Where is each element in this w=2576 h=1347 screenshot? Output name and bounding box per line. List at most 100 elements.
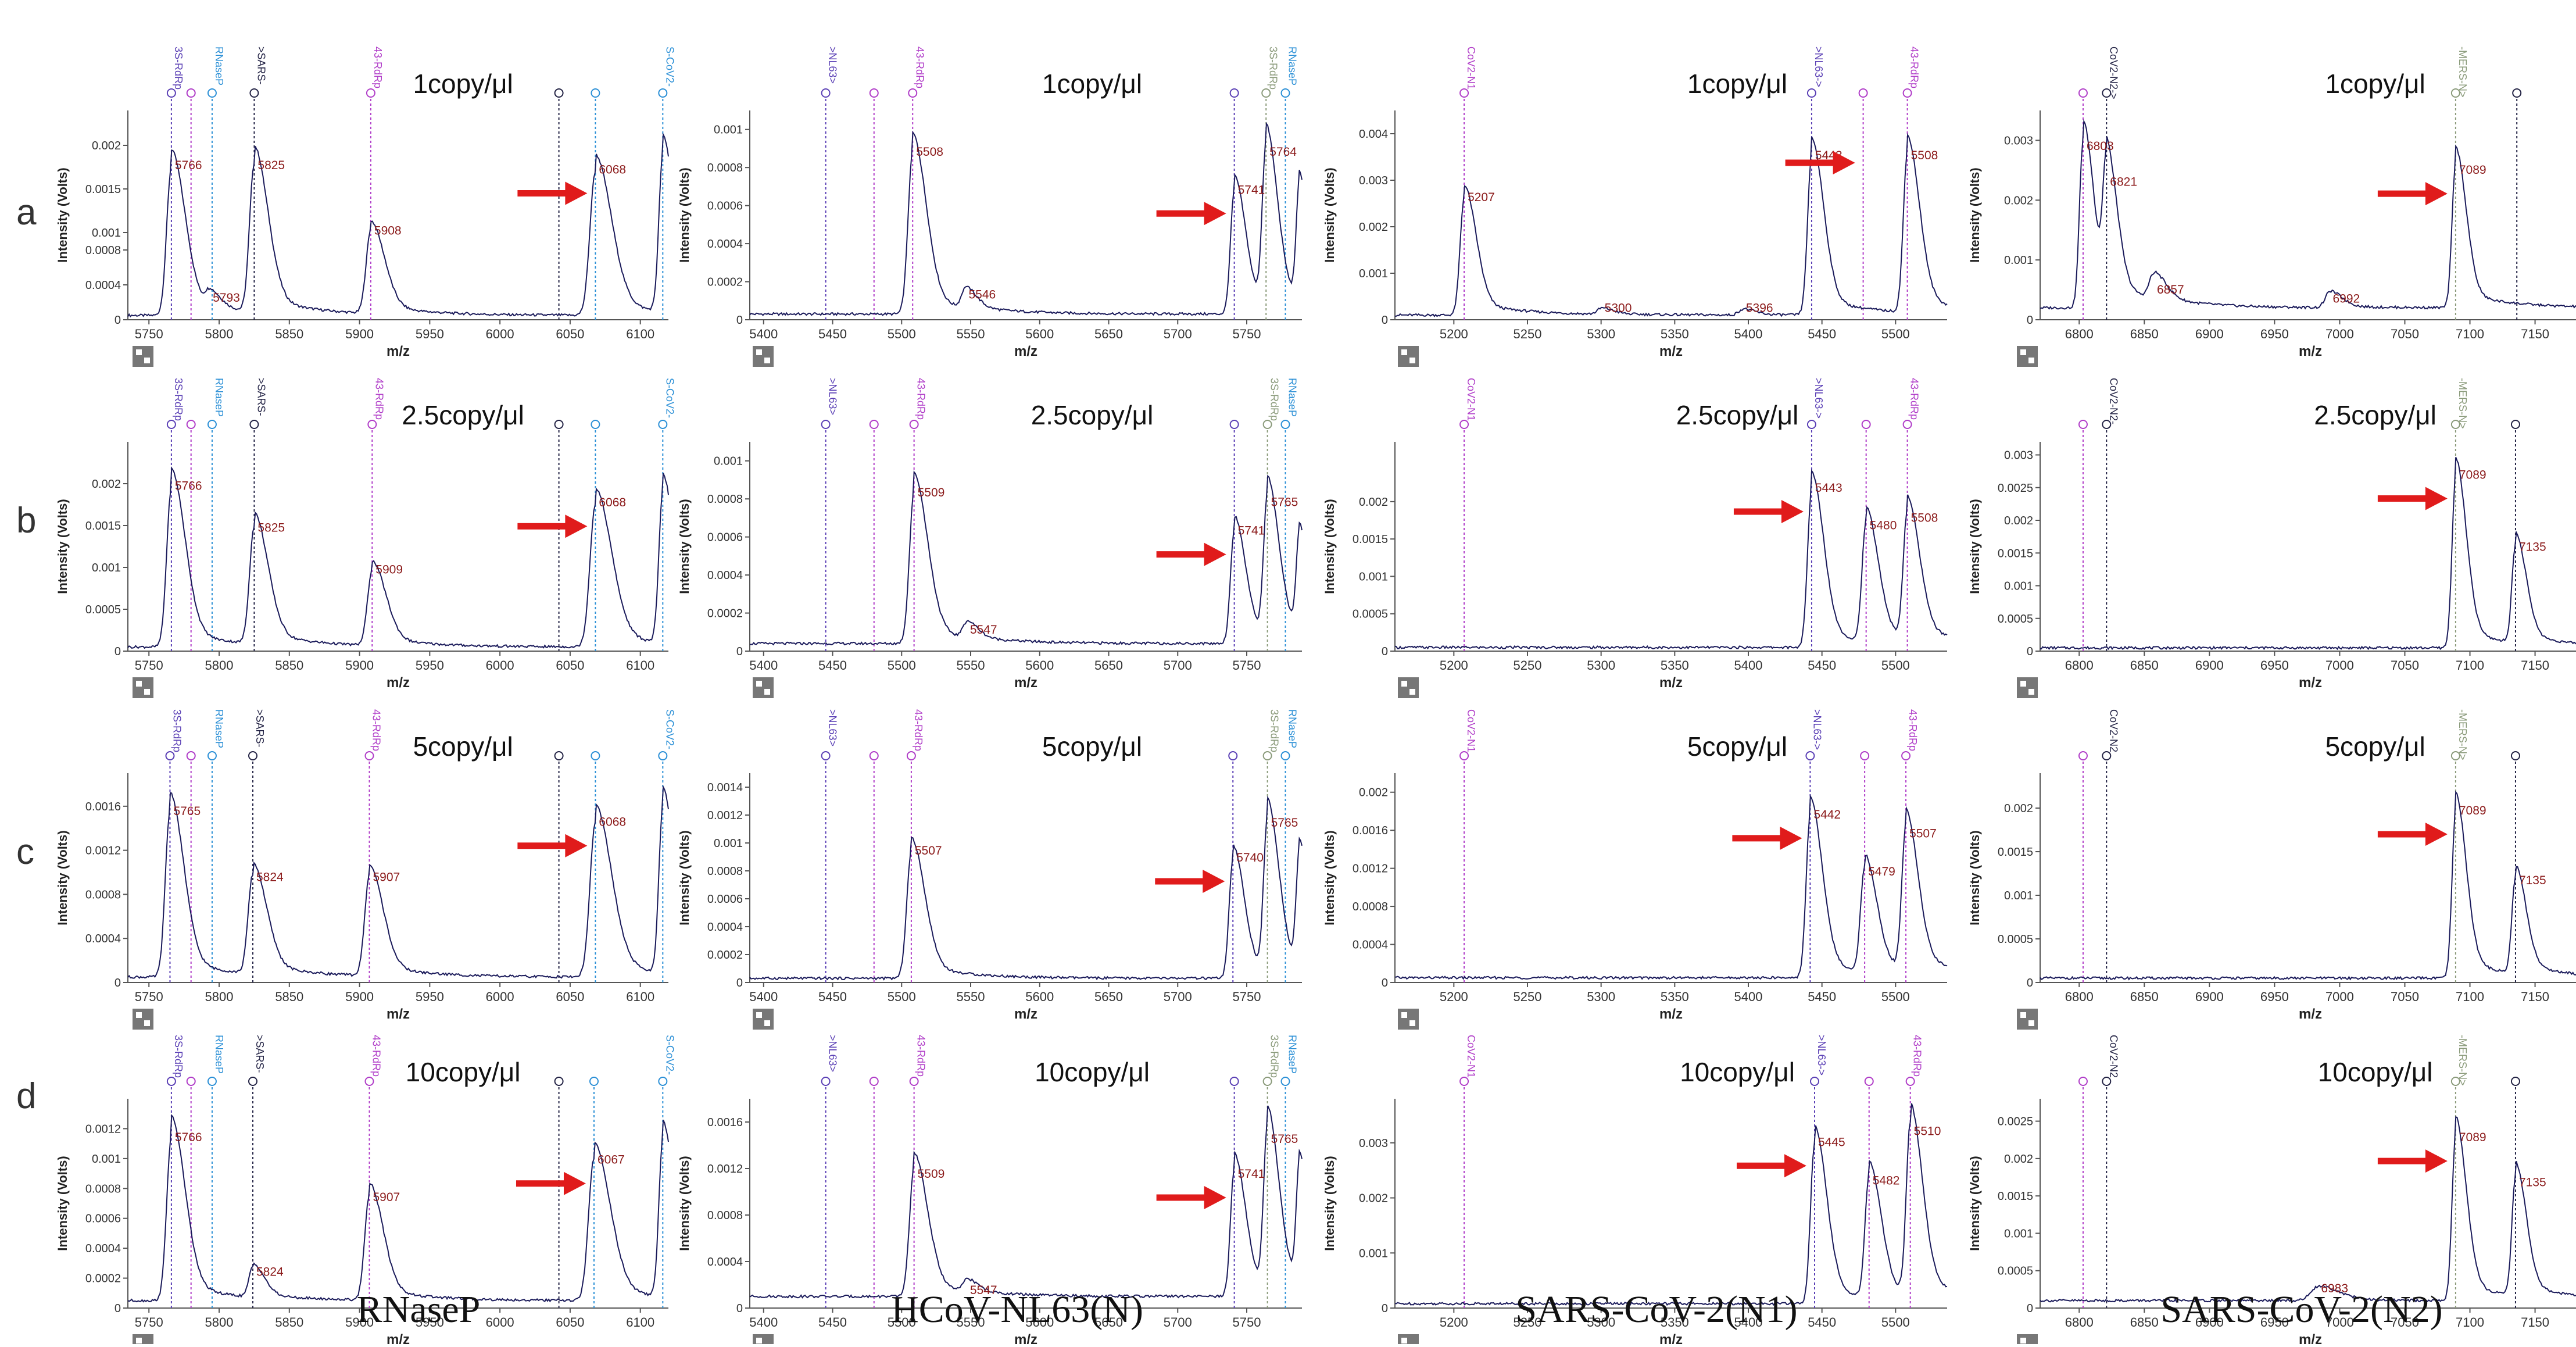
marker-label: >SARS- [255, 47, 267, 85]
qr-code-icon [2020, 681, 2026, 687]
marker-label: S-CoV2- [664, 378, 675, 418]
x-tick-label: 5400 [1734, 989, 1763, 1004]
x-axis-label: m/z [1659, 675, 1683, 691]
marker-glyph [1459, 420, 1469, 429]
peak-label: 6068 [599, 816, 626, 829]
peak-label: 7135 [2519, 874, 2546, 887]
marker-label: CoV2-N2 [2108, 709, 2119, 752]
x-axis-label: m/z [387, 1332, 410, 1344]
marker-label: CoV2-N2-> [2108, 47, 2119, 99]
peak-label: 5824 [256, 1266, 284, 1279]
x-tick-label: 5800 [205, 1315, 234, 1330]
x-tick-label: 5400 [1734, 327, 1763, 341]
peak-label: 6857 [2157, 283, 2184, 296]
marker-glyph [908, 88, 918, 98]
marker-label: -MERS-N> [2457, 1035, 2468, 1086]
x-tick-label: 6900 [2195, 1315, 2224, 1330]
y-tick-label: 0.0006 [85, 1213, 121, 1225]
marker-glyph [186, 1077, 196, 1086]
peak-label: 5479 [1868, 865, 1895, 878]
x-tick-label: 5400 [1734, 658, 1763, 673]
peak-label: 5766 [175, 479, 202, 492]
marker-glyph [166, 88, 176, 98]
x-tick-label: 5400 [1734, 1315, 1763, 1330]
peak-label: 5793 [213, 291, 240, 305]
qr-code-icon [1409, 358, 1415, 363]
x-tick-label: 7150 [2521, 658, 2549, 673]
y-tick-label: 0.002 [1359, 221, 1388, 234]
marker-glyph [1228, 751, 1238, 760]
y-tick-label: 0 [736, 1302, 743, 1315]
y-tick-label: 0.0025 [1998, 482, 2033, 495]
peak-label: 5741 [1238, 1167, 1265, 1181]
peak-label: 5396 [1746, 301, 1773, 315]
x-tick-label: 6100 [626, 327, 654, 341]
peak-label: 5480 [1870, 519, 1897, 532]
x-tick-label: 7100 [2456, 1315, 2484, 1330]
marker-glyph [2450, 88, 2460, 98]
x-tick-label: 5250 [1514, 1315, 1542, 1330]
x-tick-label: 5600 [1025, 658, 1054, 673]
x-tick-label: 5550 [957, 658, 985, 673]
marker-glyph [1861, 420, 1871, 429]
x-tick-label: 5750 [135, 989, 163, 1004]
y-tick-label: 0.001 [714, 455, 743, 468]
column-label-sars-cov-2-n1: SARS-CoV-2(N1) [1515, 1288, 1798, 1331]
x-tick-label: 5550 [957, 1315, 985, 1330]
y-axis-label: Intensity (Volts) [55, 830, 70, 925]
x-tick-label: 6100 [626, 658, 654, 673]
x-tick-label: 5200 [1440, 1315, 1468, 1330]
marker-label: 43-RdRp [1907, 709, 1919, 751]
qr-code-icon [1398, 1009, 1419, 1030]
chart-panel-c1: 5copy/μl 5750 5800 5850 5900 5950 6000 6050 6100… [55, 709, 675, 1030]
x-tick-label: 5300 [1587, 327, 1615, 341]
marker-glyph [821, 420, 831, 429]
marker-glyph [1860, 751, 1870, 760]
y-tick-label: 0 [115, 1302, 121, 1315]
x-tick-label: 5900 [345, 1315, 374, 1330]
marker-glyph [821, 751, 831, 760]
peak-label: 5547 [970, 623, 997, 637]
x-tick-label: 5850 [275, 327, 303, 341]
y-tick-label: 0.0004 [707, 238, 743, 251]
peak-label: 5510 [1914, 1124, 1941, 1138]
qr-code-icon [2020, 349, 2026, 355]
x-tick-label: 6100 [626, 1315, 654, 1330]
x-tick-label: 5450 [818, 658, 847, 673]
y-tick-label: 0.002 [92, 478, 121, 491]
y-tick-label: 0.002 [2004, 194, 2033, 207]
x-tick-label: 5450 [1808, 989, 1836, 1004]
peak-label: 7135 [2519, 1176, 2546, 1189]
y-tick-label: 0.002 [2004, 1153, 2033, 1166]
peak-label: 7089 [2459, 804, 2486, 817]
marker-label: -MERS-N> [2457, 378, 2468, 429]
y-tick-label: 0.001 [2004, 580, 2033, 593]
y-tick-label: 0.0006 [707, 531, 743, 544]
x-tick-label: 5900 [345, 658, 374, 673]
y-tick-label: 0.0005 [1998, 613, 2033, 626]
marker-glyph [1901, 751, 1911, 760]
x-tick-label: 7100 [2456, 327, 2484, 341]
x-tick-label: 6100 [626, 989, 654, 1004]
highlight-arrow-head [1204, 1186, 1226, 1209]
chart-title: 10copy/μl [1680, 1057, 1795, 1087]
chart-panel-b1: 2.5copy/μl 5750 5800 5850 5900 5950 6000 6050 61… [55, 378, 675, 698]
marker-glyph [2102, 420, 2112, 429]
chart-title: 10copy/μl [406, 1057, 521, 1087]
x-axis-label: m/z [1014, 344, 1037, 359]
qr-code-icon [133, 1009, 153, 1030]
y-tick-label: 0.0008 [85, 1182, 121, 1195]
qr-code-icon [133, 1334, 153, 1347]
marker-glyph [2512, 88, 2522, 98]
y-axis-label: Intensity (Volts) [677, 830, 692, 925]
column-label-sars-cov-2-n2: SARS-CoV-2(N2) [2160, 1288, 2443, 1331]
column-label-hcov-nl63: HCoV-NL63(N) [891, 1288, 1143, 1331]
spectrum-trace [2040, 119, 2576, 310]
marker-label: 43-RdRp [373, 378, 385, 420]
x-tick-label: 5950 [416, 658, 444, 673]
marker-glyph [2078, 1077, 2088, 1086]
marker-glyph [658, 88, 668, 98]
chart-title: 1copy/μl [1687, 69, 1787, 99]
chart-panel-a2: 1copy/μl 5400 5450 5500 5550 5600 5650 5700 5750… [677, 47, 1303, 367]
